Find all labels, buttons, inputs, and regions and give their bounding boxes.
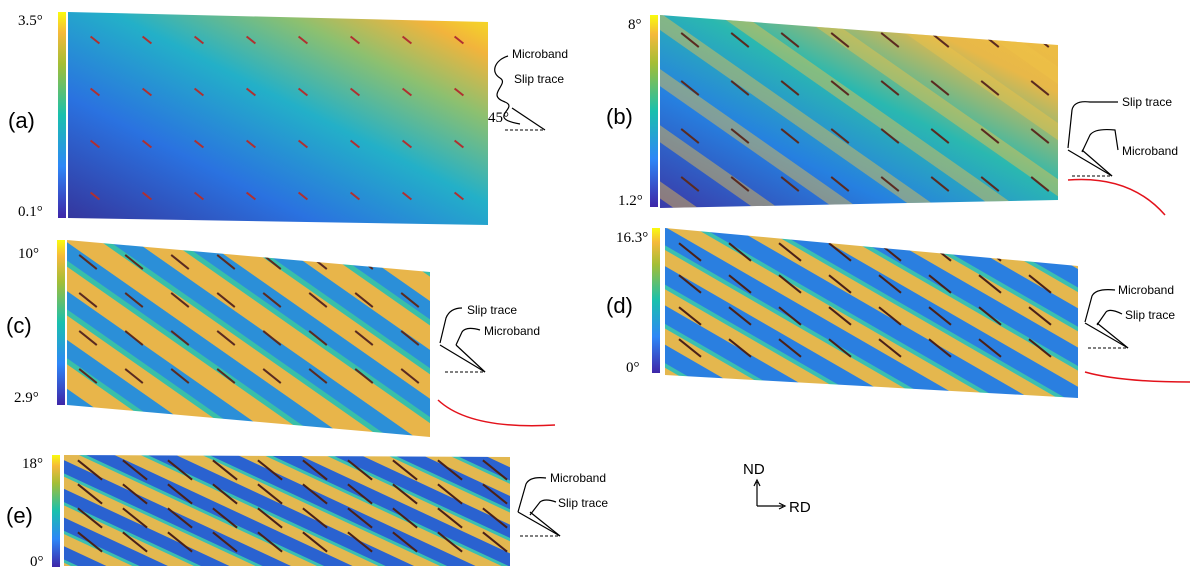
panel-label: (b) [606,104,633,129]
annotation: Slip trace [1122,95,1172,109]
arrow [1082,130,1118,152]
annotation: Slip trace [467,303,517,317]
scale-max: 8° [628,17,642,33]
arrow [1068,102,1118,148]
colorbar [652,228,660,373]
trace-line [456,345,485,372]
scale-max: 3.5° [18,13,43,29]
map-stripes [660,15,1058,208]
trace-line [1097,323,1128,348]
annotation: Microband [1122,144,1178,158]
scale-max: 16.3° [616,230,648,246]
scale-min: 0.1° [18,204,43,220]
trace-line [1068,150,1112,176]
annotation: Microband [1118,283,1174,297]
curve [1068,179,1165,215]
scale-max: 18° [22,456,43,472]
curve [1085,372,1190,382]
colorbar [650,15,658,207]
panel-label: (c) [6,313,32,338]
arrow [518,478,546,512]
trace-line [1082,150,1112,176]
map [67,240,430,437]
axis-label: RD [789,499,811,516]
colorbar [58,12,66,218]
annotation: Microband [512,47,568,61]
trace-line [518,512,560,536]
colorbar [57,240,65,405]
scale-min: 1.2° [618,193,643,209]
trace-line [440,345,485,372]
panel-label: (e) [6,503,33,528]
figure: (a) 3.5° 0.1° (b) 8° 1.2° (c) 10° 2.9° (… [0,0,1192,570]
axis-label: ND [743,461,765,478]
arrow [1085,290,1115,322]
panel-label: (a) [8,108,35,133]
map [665,228,1078,398]
scale-min: 0° [30,554,44,570]
panel-label: (d) [606,293,633,318]
colorbar [52,455,60,567]
slip-trace-mark [401,255,419,269]
trace-line [512,108,545,130]
arrow [1097,310,1122,325]
trace-line [530,512,560,536]
map [64,455,510,566]
annotation: Slip trace [558,496,608,510]
slip-trace-mark [1029,243,1051,261]
scale-max: 10° [18,246,39,262]
scale-min: 0° [626,360,640,376]
annotation: Slip trace [1125,308,1175,322]
scale-min: 2.9° [14,390,39,406]
map [68,12,488,225]
arrow [456,328,480,345]
annotation: Microband [484,324,540,338]
axes-arrows [754,480,785,509]
arrow [530,500,556,515]
annotation: 45° [488,110,509,126]
curve [438,400,555,426]
annotation: Microband [550,471,606,485]
annotation: Slip trace [514,72,564,86]
trace-line [1085,323,1128,348]
